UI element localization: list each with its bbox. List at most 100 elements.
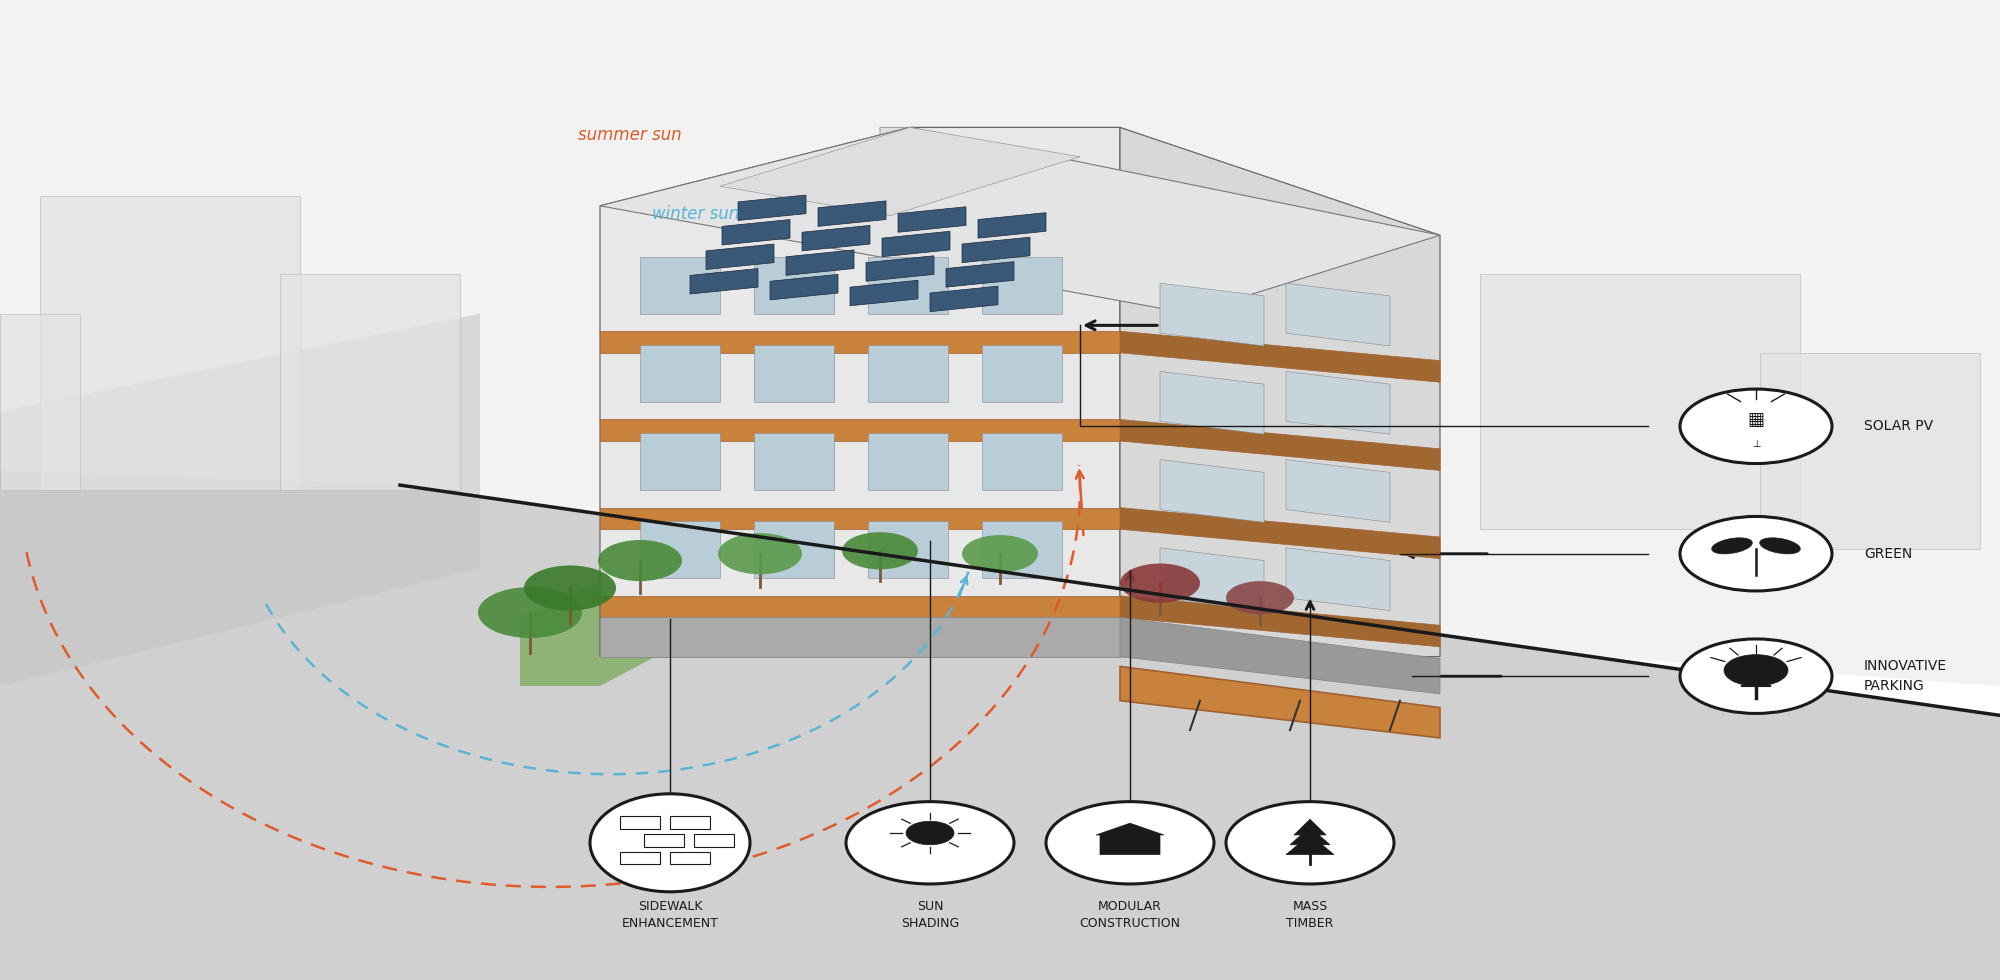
Polygon shape (786, 250, 854, 275)
Polygon shape (882, 231, 950, 257)
Polygon shape (1160, 371, 1264, 434)
Circle shape (842, 532, 918, 569)
Text: INNOVATIVE
PARKING: INNOVATIVE PARKING (1864, 660, 1948, 693)
Circle shape (1226, 581, 1294, 614)
Polygon shape (978, 213, 1046, 238)
Polygon shape (600, 331, 1120, 353)
Polygon shape (0, 470, 2000, 980)
Polygon shape (738, 195, 806, 220)
Polygon shape (1286, 460, 1390, 522)
Polygon shape (868, 345, 948, 402)
Polygon shape (706, 244, 774, 270)
Polygon shape (640, 257, 720, 314)
Polygon shape (640, 433, 720, 490)
Polygon shape (600, 617, 1120, 657)
Polygon shape (720, 127, 1080, 216)
Polygon shape (866, 256, 934, 281)
Polygon shape (802, 225, 870, 251)
Polygon shape (600, 419, 1120, 441)
Circle shape (478, 587, 582, 638)
Polygon shape (982, 521, 1062, 578)
Polygon shape (0, 314, 480, 686)
Text: MASS
TIMBER: MASS TIMBER (1286, 900, 1334, 930)
Circle shape (1226, 802, 1394, 884)
Circle shape (1680, 389, 1832, 464)
Circle shape (1680, 516, 1832, 591)
Text: SIDEWALK
ENHANCEMENT: SIDEWALK ENHANCEMENT (622, 900, 718, 930)
Polygon shape (898, 207, 966, 232)
Polygon shape (640, 521, 720, 578)
Polygon shape (946, 262, 1014, 287)
Polygon shape (1286, 283, 1390, 346)
Polygon shape (600, 127, 1440, 314)
Polygon shape (850, 280, 918, 306)
Polygon shape (930, 286, 998, 312)
Circle shape (1046, 802, 1214, 884)
Polygon shape (1294, 819, 1326, 835)
Polygon shape (600, 508, 1120, 529)
Polygon shape (1286, 548, 1390, 611)
Polygon shape (1290, 827, 1330, 845)
Polygon shape (962, 237, 1030, 263)
Polygon shape (982, 433, 1062, 490)
Polygon shape (1120, 596, 1440, 647)
Polygon shape (880, 127, 1420, 392)
Polygon shape (1480, 274, 1800, 529)
Polygon shape (640, 345, 720, 402)
Text: winter sun: winter sun (652, 205, 740, 222)
Polygon shape (1096, 823, 1164, 835)
Polygon shape (868, 521, 948, 578)
Polygon shape (690, 269, 758, 294)
Circle shape (598, 540, 682, 581)
Text: GREEN: GREEN (1864, 547, 1912, 561)
Polygon shape (1160, 283, 1264, 346)
Text: MODULAR
CONSTRUCTION: MODULAR CONSTRUCTION (1080, 900, 1180, 930)
Ellipse shape (590, 794, 750, 892)
Polygon shape (754, 521, 834, 578)
Polygon shape (818, 201, 886, 226)
Polygon shape (722, 220, 790, 245)
Polygon shape (520, 559, 840, 686)
Polygon shape (754, 433, 834, 490)
Polygon shape (770, 274, 838, 300)
Polygon shape (1286, 835, 1334, 855)
Polygon shape (1760, 353, 1980, 549)
Polygon shape (1120, 127, 1440, 657)
Polygon shape (1120, 331, 1440, 382)
Circle shape (962, 535, 1038, 572)
Polygon shape (982, 257, 1062, 314)
Polygon shape (1286, 371, 1390, 434)
Circle shape (1724, 655, 1788, 686)
Polygon shape (0, 314, 80, 490)
Text: SOLAR PV: SOLAR PV (1864, 419, 1934, 433)
Polygon shape (868, 257, 948, 314)
Text: summer sun: summer sun (578, 126, 682, 144)
Text: ▦: ▦ (1748, 412, 1764, 429)
Polygon shape (1160, 460, 1264, 522)
Polygon shape (1120, 419, 1440, 470)
Circle shape (718, 533, 802, 574)
Polygon shape (280, 274, 460, 490)
Polygon shape (1120, 617, 1440, 694)
Polygon shape (1120, 666, 1440, 738)
Circle shape (906, 821, 954, 845)
Polygon shape (868, 433, 948, 490)
Circle shape (846, 802, 1014, 884)
Polygon shape (600, 127, 1120, 657)
Polygon shape (1100, 827, 1160, 855)
Circle shape (524, 565, 616, 611)
Text: ⊥: ⊥ (1752, 439, 1760, 449)
Polygon shape (1120, 508, 1440, 559)
Polygon shape (600, 596, 1120, 617)
Ellipse shape (1760, 538, 1800, 554)
Polygon shape (40, 196, 300, 490)
Polygon shape (754, 257, 834, 314)
Polygon shape (0, 0, 2000, 686)
Polygon shape (754, 345, 834, 402)
Ellipse shape (1712, 538, 1752, 554)
Polygon shape (982, 345, 1062, 402)
Circle shape (1680, 639, 1832, 713)
Polygon shape (1160, 548, 1264, 611)
Circle shape (1120, 564, 1200, 603)
Text: SUN
SHADING: SUN SHADING (900, 900, 960, 930)
